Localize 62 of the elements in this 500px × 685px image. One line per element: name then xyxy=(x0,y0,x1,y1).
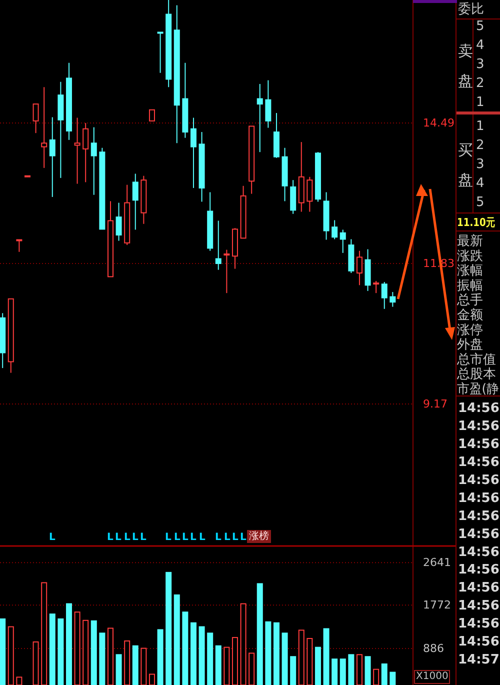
text: 振幅 xyxy=(457,278,483,294)
annotation: L xyxy=(199,532,206,543)
annotation: L xyxy=(182,532,188,543)
annotation: L xyxy=(140,532,146,543)
text: 金额 xyxy=(457,308,483,323)
text: 最新 xyxy=(457,234,483,249)
text: 14:56 xyxy=(458,616,500,632)
annotation: L xyxy=(240,532,246,543)
text: 14:56 xyxy=(458,508,500,524)
text: 14:56 xyxy=(458,418,500,434)
annotation: L xyxy=(224,532,230,543)
text: 市盈(静 xyxy=(457,382,500,397)
annotation: L xyxy=(190,532,196,543)
annotation: L xyxy=(215,532,222,543)
text: 卖盘 xyxy=(458,42,473,90)
y-tick-label: 9.17 xyxy=(423,397,448,410)
text: 涨幅 xyxy=(457,264,483,279)
text: 总手 xyxy=(456,293,483,308)
text: 5 xyxy=(476,195,484,210)
annotation: L xyxy=(107,532,114,543)
annotation: L xyxy=(132,532,138,543)
text: 外盘 xyxy=(457,338,483,353)
text: 14:56 xyxy=(458,598,500,614)
text: 14:56 xyxy=(458,526,500,542)
text: 5 xyxy=(476,19,484,34)
y-tick-label: 1772 xyxy=(423,598,451,612)
text: 委比 xyxy=(458,2,484,17)
text: 14:56 xyxy=(458,544,500,560)
text: 14:56 xyxy=(458,454,500,470)
text: 14:56 xyxy=(458,580,500,596)
text: 4 xyxy=(476,176,484,191)
text: 2 xyxy=(476,138,484,153)
annotation: 涨榜 xyxy=(247,530,271,543)
text: 买盘 xyxy=(458,141,473,189)
text: 11.10元 xyxy=(457,216,500,229)
text: 总市值 xyxy=(456,352,496,368)
annotation: L xyxy=(165,532,172,543)
text: 1 xyxy=(476,119,484,134)
y-tick-label: 2641 xyxy=(423,556,451,570)
annotation: L xyxy=(174,532,180,543)
text: 总股本 xyxy=(456,367,496,382)
text: 2 xyxy=(476,76,484,91)
text: 涨跌 xyxy=(457,248,483,264)
text: 3 xyxy=(476,57,484,72)
y-tick-label: 886 xyxy=(423,642,444,655)
text: 1 xyxy=(476,95,484,110)
y-tick-label: 14.49 xyxy=(423,116,454,130)
text: 14:56 xyxy=(458,490,500,506)
text: 14:56 xyxy=(458,436,500,452)
text: 涨停 xyxy=(457,322,483,338)
text: X1000 xyxy=(414,670,450,684)
text: 4 xyxy=(476,38,484,53)
text: 14:56 xyxy=(458,634,500,650)
text: 14:56 xyxy=(458,401,500,416)
text: 14:56 xyxy=(458,562,500,578)
annotation: L xyxy=(232,532,238,543)
annotation: L xyxy=(115,532,122,543)
text: 14:56 xyxy=(458,472,500,488)
text: 3 xyxy=(476,157,484,172)
annotation: L xyxy=(49,532,56,543)
text: 14:57 xyxy=(458,652,500,668)
annotation: L xyxy=(124,532,130,543)
